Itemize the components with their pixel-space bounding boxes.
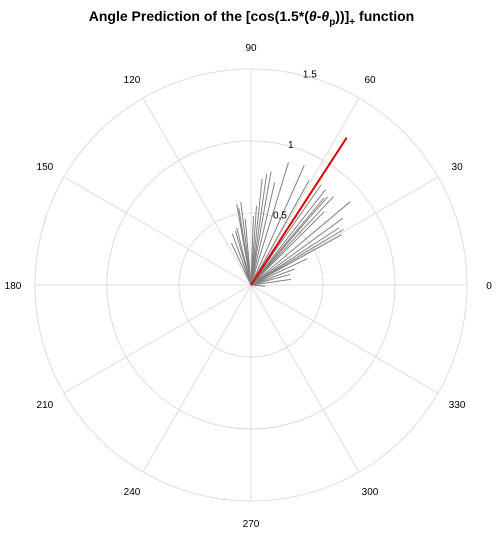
prediction-line [250,284,266,287]
prediction-line [244,218,252,286]
prediction-line [250,201,351,286]
prediction-line [250,162,289,286]
prediction-line [250,180,310,286]
prediction-line [231,233,252,286]
prediction-line [250,234,342,286]
prediction-line [250,189,326,286]
angular-tick-label: 270 [243,519,260,530]
angular-grid-spoke [142,284,252,473]
prediction-lines [231,162,351,287]
prediction-line [250,211,325,286]
target-line [250,137,348,286]
angular-tick-label: 180 [5,281,22,292]
angular-tick-label: 30 [452,162,464,173]
angular-tick-label: 0 [486,281,492,292]
angular-tick-label: 150 [37,162,54,173]
angular-tick-label: 90 [245,43,257,54]
angular-tick-label: 240 [124,487,141,498]
prediction-line [250,217,344,286]
polar-grid [34,68,468,502]
prediction-line [250,268,295,286]
radial-tick-label: 1 [288,140,294,151]
radial-tick-label: 0.5 [273,211,287,222]
angular-tick-label: 120 [124,75,141,86]
tick-labels: 0 30 60 90 120 150 180 210 240 270 300 330 0.5 1 1.5 [5,43,493,530]
angular-grid-spoke [250,176,439,286]
angular-tick-label: 60 [364,75,376,86]
title-prefix: Angle Prediction of the [cos(1.5*( [88,8,309,24]
angular-tick-label: 330 [449,400,466,411]
prediction-line [250,173,268,286]
title-suffix: function [355,8,415,24]
chart-title: Angle Prediction of the [cos(1.5*(θ-θp))… [0,8,503,28]
prediction-line [250,196,328,286]
angular-grid-spoke [63,284,252,394]
title-theta: θ [308,8,317,24]
prediction-line [250,178,263,286]
prediction-line [250,196,334,286]
prediction-line [250,228,344,286]
angular-tick-label: 210 [37,400,54,411]
radial-tick-label: 1.5 [303,70,317,81]
prediction-line [250,171,272,286]
angular-grid-spoke [142,97,252,286]
prediction-line [250,278,291,286]
prediction-line [250,274,291,286]
prediction-line [250,182,276,286]
title-minus: - [316,8,322,24]
title-sub-plus: + [349,16,356,28]
prediction-line [235,230,252,286]
target-angle-line [250,137,348,286]
angular-tick-label: 300 [362,487,379,498]
prediction-line [250,227,340,286]
prediction-line [231,243,252,286]
angular-grid-spoke [250,284,439,394]
prediction-line [250,165,305,286]
angular-grid-spoke [250,97,360,286]
prediction-line [250,258,308,286]
title-theta-p: θ [321,8,330,24]
prediction-line [238,208,252,286]
angular-grid-spoke [63,176,252,286]
title-sub-p: p [329,16,336,28]
title-close: ))] [335,8,350,24]
angular-grid-spoke [250,284,360,473]
